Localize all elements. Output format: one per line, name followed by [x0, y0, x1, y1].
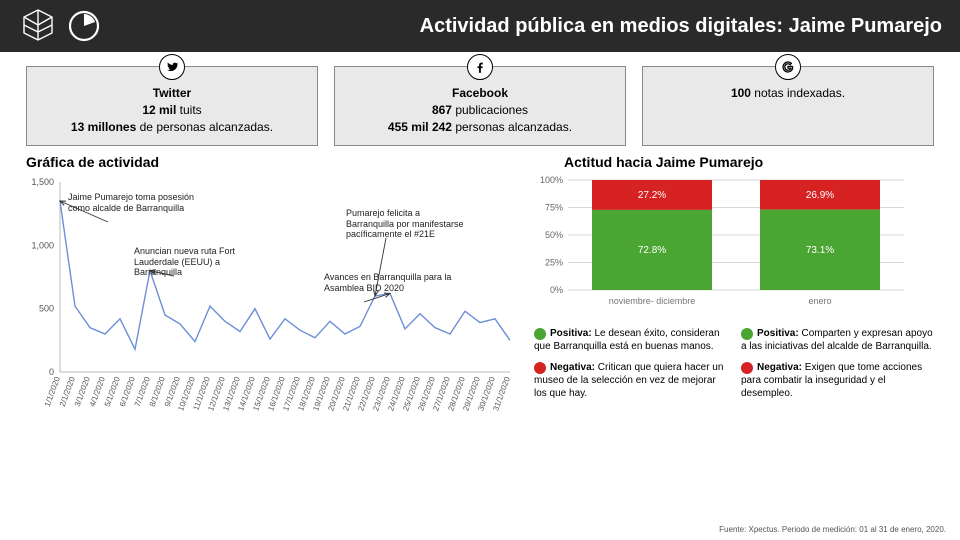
svg-text:1,500: 1,500 [31, 177, 54, 187]
round-icon [68, 10, 100, 42]
svg-text:enero: enero [808, 296, 831, 306]
svg-text:27.2%: 27.2% [638, 190, 666, 201]
legend-item: Negativa: Critican que quiera hacer un m… [534, 361, 727, 400]
svg-text:noviembre- diciembre: noviembre- diciembre [609, 296, 696, 306]
legend-column: Positiva: Le desean éxito, consideran qu… [534, 327, 727, 408]
svg-text:0%: 0% [550, 285, 563, 295]
cube-icon [18, 8, 58, 44]
facebook-icon [467, 54, 493, 80]
line-chart-title: Gráfica de actividad [26, 154, 516, 170]
summary-card: Twitter12 mil tuits13 millones de person… [26, 66, 318, 146]
chart-annotation: Pumarejo felicita a Barranquilla por man… [346, 208, 466, 239]
logos [18, 8, 100, 44]
legend-item: Negativa: Exigen que tome acciones para … [741, 361, 934, 400]
google-icon [775, 54, 801, 80]
line-chart: 05001,0001,5001/1/20202/1/20203/1/20204/… [26, 174, 516, 434]
chart-annotation: Anuncian nueva ruta Fort Lauderdale (EEU… [134, 246, 254, 277]
summary-cards: Twitter12 mil tuits13 millones de person… [0, 52, 960, 152]
svg-text:75%: 75% [545, 203, 563, 213]
chart-annotation: Avances en Barranquilla para la Asamblea… [324, 272, 454, 293]
svg-text:500: 500 [39, 304, 54, 314]
svg-text:50%: 50% [545, 230, 563, 240]
svg-text:0: 0 [49, 367, 54, 377]
legend-item: Positiva: Comparten y expresan apoyo a l… [741, 327, 934, 353]
summary-card: Facebook867 publicaciones455 mil 242 per… [334, 66, 626, 146]
twitter-icon [159, 54, 185, 80]
legend-column: Positiva: Comparten y expresan apoyo a l… [741, 327, 934, 408]
svg-text:100%: 100% [540, 175, 563, 185]
stacked-chart: 0% 25% 50% 75% 100% 27.2% 72.8% noviembre- dici… [534, 174, 934, 319]
source-note: Fuente: Xpectus. Periodo de medición: 01… [719, 525, 946, 534]
svg-text:1,000: 1,000 [31, 241, 54, 251]
sentiment-legend: Positiva: Le desean éxito, consideran qu… [534, 327, 934, 408]
svg-text:26.9%: 26.9% [806, 190, 834, 201]
summary-card: 100 notas indexadas. [642, 66, 934, 146]
header-bar: Actividad pública en medios digitales: J… [0, 0, 960, 52]
chart-annotation: Jaime Pumarejo toma posesión como alcald… [68, 192, 208, 213]
legend-item: Positiva: Le desean éxito, consideran qu… [534, 327, 727, 353]
stacked-chart-title: Actitud hacia Jaime Pumarejo [534, 154, 934, 170]
svg-text:25%: 25% [545, 258, 563, 268]
svg-text:73.1%: 73.1% [806, 245, 834, 256]
page-title: Actividad pública en medios digitales: J… [420, 15, 942, 38]
svg-text:72.8%: 72.8% [638, 245, 666, 256]
